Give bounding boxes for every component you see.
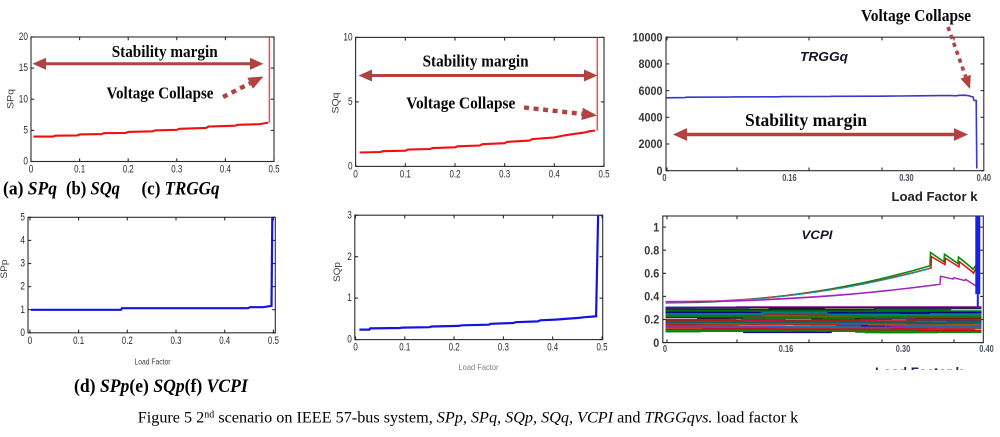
- svg-text:SPp: SPp: [0, 260, 10, 279]
- svg-text:0.2: 0.2: [449, 342, 460, 354]
- svg-text:0.4: 0.4: [219, 335, 230, 347]
- svg-text:Stability margin: Stability margin: [423, 52, 529, 71]
- svg-text:1: 1: [347, 292, 352, 304]
- svg-text:0.2: 0.2: [450, 168, 461, 180]
- svg-text:2000: 2000: [639, 137, 663, 151]
- svg-text:Figure 5 2nd scenario on IEEE: Figure 5 2nd scenario on IEEE 57-bus sys…: [138, 409, 799, 427]
- svg-text:0.30: 0.30: [899, 173, 914, 184]
- svg-text:Stability margin: Stability margin: [112, 42, 218, 61]
- svg-text:0.5: 0.5: [269, 164, 280, 176]
- svg-text:0: 0: [348, 161, 353, 173]
- svg-text:0.2: 0.2: [644, 313, 659, 327]
- svg-text:10: 10: [343, 32, 352, 44]
- svg-text:10: 10: [19, 93, 28, 105]
- svg-text:(c) TRGGq: (c) TRGGq: [142, 180, 220, 200]
- svg-text:10000: 10000: [633, 30, 663, 44]
- svg-text:0: 0: [657, 164, 663, 178]
- svg-text:0.8: 0.8: [644, 243, 659, 257]
- svg-text:20: 20: [19, 31, 28, 43]
- svg-text:SQq: SQq: [331, 93, 342, 114]
- svg-text:Load Factor: Load Factor: [459, 362, 499, 372]
- svg-text:3: 3: [20, 258, 25, 270]
- svg-text:0: 0: [28, 335, 33, 347]
- svg-text:5: 5: [20, 211, 25, 223]
- svg-text:0.1: 0.1: [400, 168, 411, 180]
- svg-text:0.16: 0.16: [779, 344, 794, 355]
- svg-text:Voltage Collapse: Voltage Collapse: [107, 84, 214, 103]
- svg-text:0: 0: [29, 164, 34, 176]
- svg-text:0.5: 0.5: [599, 168, 610, 180]
- svg-text:2: 2: [20, 281, 25, 293]
- svg-text:2: 2: [347, 251, 352, 263]
- svg-text:15: 15: [19, 62, 28, 74]
- svg-text:(d) SPp(e) SQp(f) VCPI: (d) SPp(e) SQp(f) VCPI: [74, 376, 249, 397]
- svg-text:0.4: 0.4: [220, 164, 231, 176]
- svg-text:0.1: 0.1: [399, 342, 410, 354]
- svg-text:Load Factor k: Load Factor k: [875, 365, 964, 380]
- svg-text:8000: 8000: [639, 57, 663, 71]
- svg-text:SPq: SPq: [6, 89, 17, 109]
- svg-text:0.1: 0.1: [73, 335, 84, 347]
- svg-text:0.4: 0.4: [549, 168, 560, 180]
- svg-text:0: 0: [353, 342, 358, 354]
- svg-text:0: 0: [653, 336, 659, 350]
- svg-text:(a) SPq: (a) SPq: [3, 180, 57, 200]
- svg-text:0.3: 0.3: [171, 164, 182, 176]
- svg-text:SQp: SQp: [332, 262, 343, 282]
- svg-text:4: 4: [20, 235, 25, 247]
- svg-text:TRGGq: TRGGq: [800, 50, 848, 64]
- svg-text:Load Factor: Load Factor: [135, 357, 171, 367]
- svg-text:3: 3: [347, 209, 352, 221]
- svg-text:Voltage Collapse: Voltage Collapse: [406, 94, 515, 113]
- svg-text:VCPI: VCPI: [802, 228, 834, 242]
- svg-text:0.6: 0.6: [644, 267, 659, 281]
- svg-text:0: 0: [353, 168, 358, 180]
- svg-text:0.2: 0.2: [122, 335, 133, 347]
- svg-text:1: 1: [653, 220, 659, 234]
- svg-text:0.3: 0.3: [171, 335, 182, 347]
- svg-text:0.40: 0.40: [979, 344, 994, 355]
- svg-text:0.1: 0.1: [74, 164, 85, 176]
- svg-text:0.2: 0.2: [123, 164, 134, 176]
- svg-text:Load Factor k: Load Factor k: [892, 190, 978, 204]
- svg-text:5: 5: [348, 96, 353, 108]
- svg-text:0: 0: [20, 327, 25, 339]
- svg-text:4000: 4000: [639, 111, 663, 125]
- svg-text:0: 0: [663, 344, 668, 355]
- svg-text:Stability margin: Stability margin: [745, 110, 867, 130]
- svg-text:0.16: 0.16: [782, 173, 797, 184]
- svg-text:5: 5: [23, 125, 28, 137]
- svg-text:0: 0: [23, 156, 28, 168]
- svg-text:0: 0: [347, 334, 352, 346]
- svg-text:0.30: 0.30: [896, 344, 911, 355]
- svg-text:0.4: 0.4: [547, 342, 558, 354]
- svg-text:0.5: 0.5: [597, 342, 608, 354]
- svg-text:(b) SQq: (b) SQq: [66, 180, 120, 200]
- svg-text:0: 0: [662, 173, 667, 184]
- svg-text:0.5: 0.5: [268, 335, 279, 347]
- svg-text:0.40: 0.40: [977, 173, 992, 184]
- svg-text:1: 1: [20, 304, 25, 316]
- svg-text:Voltage Collapse: Voltage Collapse: [861, 6, 971, 25]
- svg-text:6000: 6000: [639, 84, 663, 98]
- svg-text:0.3: 0.3: [498, 342, 509, 354]
- svg-text:0.4: 0.4: [644, 290, 659, 304]
- svg-text:0.3: 0.3: [499, 168, 510, 180]
